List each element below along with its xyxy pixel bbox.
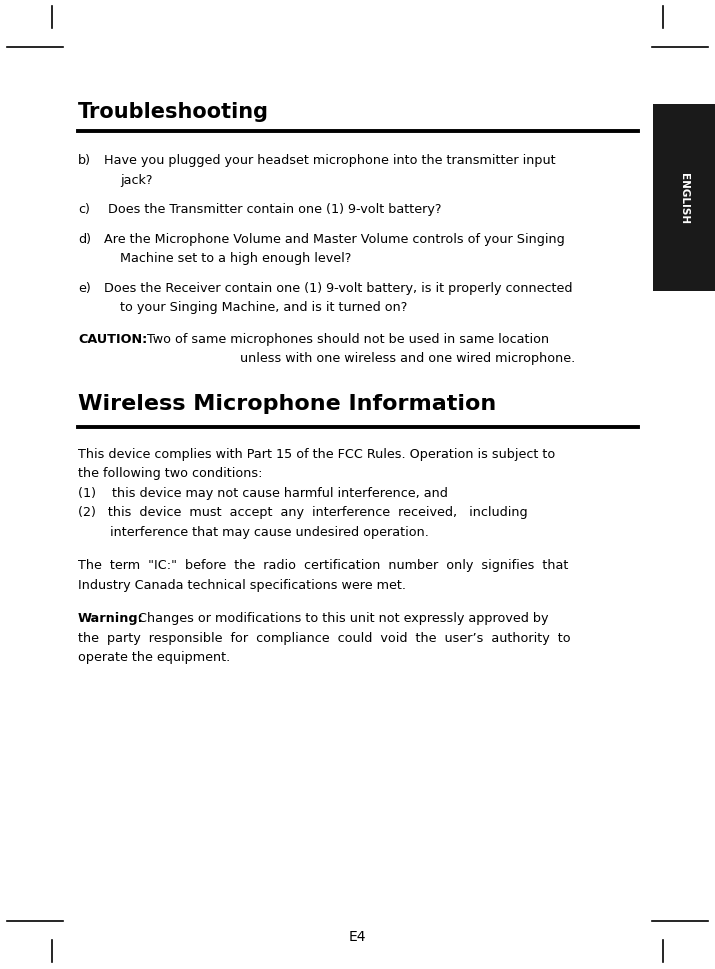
Text: (1)    this device may not cause harmful interference, and: (1) this device may not cause harmful in…	[78, 486, 448, 499]
Text: ENGLISH: ENGLISH	[679, 172, 689, 224]
Text: unless with one wireless and one wired microphone.: unless with one wireless and one wired m…	[240, 352, 576, 364]
Text: b): b)	[78, 154, 91, 167]
Text: This device complies with Part 15 of the FCC Rules. Operation is subject to: This device complies with Part 15 of the…	[78, 447, 556, 460]
Text: Warning:: Warning:	[78, 611, 144, 624]
Text: Changes or modifications to this unit not expressly approved by: Changes or modifications to this unit no…	[134, 611, 548, 624]
Text: jack?: jack?	[120, 173, 152, 186]
Text: e): e)	[78, 281, 91, 295]
Text: Two of same microphones should not be used in same location: Two of same microphones should not be us…	[143, 332, 549, 345]
Text: Have you plugged your headset microphone into the transmitter input: Have you plugged your headset microphone…	[104, 154, 556, 167]
Text: CAUTION:: CAUTION:	[78, 332, 147, 345]
Text: Troubleshooting: Troubleshooting	[78, 102, 269, 122]
Text: c): c)	[78, 203, 90, 216]
Text: The  term  "IC:"  before  the  radio  certification  number  only  signifies  th: The term "IC:" before the radio certific…	[78, 558, 568, 572]
Text: Industry Canada technical specifications were met.: Industry Canada technical specifications…	[78, 578, 406, 591]
Text: Machine set to a high enough level?: Machine set to a high enough level?	[120, 252, 351, 265]
Bar	[653, 105, 715, 292]
Text: Are the Microphone Volume and Master Volume controls of your Singing: Are the Microphone Volume and Master Vol…	[104, 233, 565, 245]
Text: E4: E4	[349, 929, 366, 943]
Text: Does the Transmitter contain one (1) 9-volt battery?: Does the Transmitter contain one (1) 9-v…	[104, 203, 441, 216]
Text: d): d)	[78, 233, 91, 245]
Text: to your Singing Machine, and is it turned on?: to your Singing Machine, and is it turne…	[120, 300, 408, 314]
Text: Wireless Microphone Information: Wireless Microphone Information	[78, 393, 496, 413]
Text: operate the equipment.: operate the equipment.	[78, 650, 230, 664]
Text: interference that may cause undesired operation.: interference that may cause undesired op…	[78, 525, 429, 538]
Text: (2)   this  device  must  accept  any  interference  received,   including: (2) this device must accept any interfer…	[78, 506, 528, 518]
Text: Does the Receiver contain one (1) 9-volt battery, is it properly connected: Does the Receiver contain one (1) 9-volt…	[104, 281, 573, 295]
Text: the following two conditions:: the following two conditions:	[78, 466, 262, 480]
Text: the  party  responsible  for  compliance  could  void  the  user’s  authority  t: the party responsible for compliance cou…	[78, 631, 571, 643]
